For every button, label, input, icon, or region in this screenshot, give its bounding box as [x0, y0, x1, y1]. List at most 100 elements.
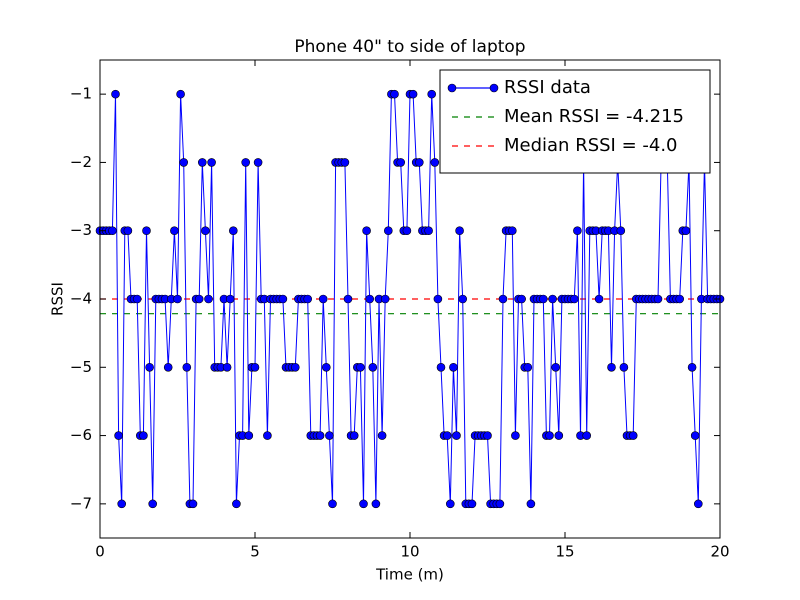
data-point	[343, 294, 353, 304]
data-point	[675, 294, 685, 304]
data-point	[222, 362, 232, 372]
data-point	[681, 226, 691, 236]
data-point	[362, 226, 371, 236]
data-point	[498, 294, 508, 304]
data-point	[359, 499, 368, 509]
x-tick-label: 0	[95, 543, 105, 561]
data-point	[653, 294, 663, 304]
y-tick-label: −1	[70, 85, 92, 103]
data-point	[402, 226, 412, 236]
data-point	[511, 431, 520, 440]
data-point	[241, 158, 250, 167]
data-point	[163, 362, 173, 372]
legend-label: Median RSSI = -4.0	[504, 135, 678, 156]
data-point	[142, 226, 151, 236]
data-point	[111, 89, 120, 99]
y-tick-label: −3	[70, 221, 92, 239]
x-tick-label: 15	[555, 543, 574, 561]
chart-title: Phone 40" to side of laptop	[294, 37, 525, 57]
y-tick-label: −6	[70, 426, 92, 444]
data-point	[207, 158, 216, 167]
data-point	[340, 158, 350, 167]
data-point	[452, 431, 461, 440]
data-point	[139, 431, 148, 440]
legend-box	[439, 69, 711, 174]
data-point	[517, 294, 526, 304]
data-point	[594, 294, 604, 304]
data-point	[290, 362, 300, 372]
data-point	[551, 362, 561, 372]
data-point	[303, 294, 313, 304]
data-point	[607, 362, 616, 372]
data-point	[170, 226, 179, 236]
data-point	[408, 89, 418, 99]
data-point	[458, 294, 468, 304]
data-point	[449, 362, 458, 372]
data-point	[430, 158, 440, 167]
data-point	[253, 158, 263, 167]
legend-label: RSSI data	[504, 77, 591, 98]
data-point	[117, 499, 126, 509]
data-point	[132, 294, 142, 304]
x-tick-label: 10	[400, 543, 419, 561]
data-point	[545, 431, 554, 440]
data-point	[278, 294, 288, 304]
data-point	[108, 226, 117, 236]
data-point	[554, 431, 564, 440]
data-point	[573, 226, 582, 236]
data-point	[365, 294, 375, 304]
legend-marker	[447, 83, 457, 93]
data-point	[427, 89, 437, 99]
data-point	[619, 362, 629, 372]
data-point	[173, 294, 182, 304]
data-point	[483, 431, 492, 440]
data-point	[229, 226, 238, 236]
data-point	[371, 499, 381, 509]
data-point	[495, 499, 505, 509]
data-point	[628, 431, 638, 440]
data-point	[368, 362, 378, 372]
data-point	[693, 499, 703, 509]
data-point	[198, 158, 207, 167]
data-point	[325, 431, 334, 440]
data-point	[201, 226, 210, 236]
data-point	[507, 226, 517, 236]
data-point	[123, 226, 133, 236]
y-tick-label: −2	[70, 153, 92, 171]
data-point	[414, 158, 424, 167]
data-point	[526, 499, 536, 509]
data-point	[396, 158, 406, 167]
data-point	[538, 294, 548, 304]
data-point	[523, 362, 533, 372]
data-point	[377, 431, 387, 440]
x-tick-label: 5	[250, 543, 260, 561]
legend-marker	[489, 83, 499, 93]
data-point	[569, 294, 579, 304]
x-axis-label: Time (m)	[375, 566, 444, 584]
data-point	[390, 89, 399, 99]
data-point	[204, 294, 213, 304]
data-point	[442, 431, 452, 440]
data-point	[467, 499, 477, 509]
data-point	[356, 362, 365, 372]
data-point	[176, 89, 185, 99]
data-point	[548, 294, 557, 304]
data-point	[380, 294, 390, 304]
data-point	[315, 431, 325, 440]
data-point	[182, 362, 192, 372]
data-point	[188, 499, 198, 509]
y-tick-label: −5	[70, 358, 92, 376]
data-point	[148, 499, 157, 509]
data-point	[433, 294, 443, 304]
data-point	[179, 158, 188, 167]
data-point	[424, 226, 433, 236]
data-point	[436, 362, 446, 372]
data-point	[145, 362, 154, 372]
data-point	[318, 294, 328, 304]
y-tick-label: −7	[70, 494, 92, 512]
data-point	[321, 362, 331, 372]
data-point	[687, 362, 697, 372]
data-point	[328, 499, 337, 509]
